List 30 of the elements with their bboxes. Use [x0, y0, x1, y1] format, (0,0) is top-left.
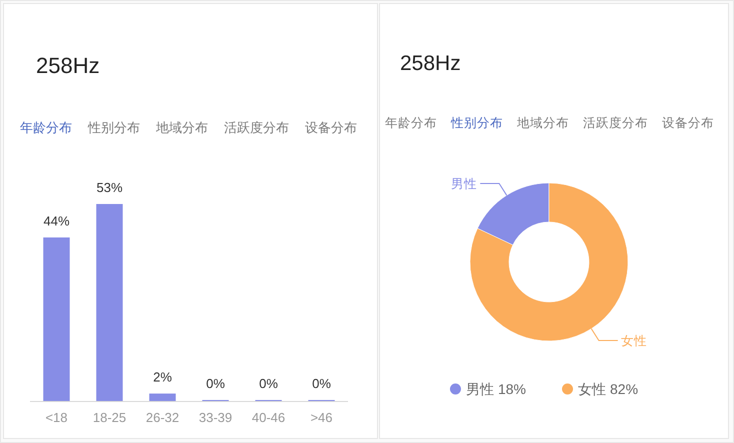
- slice-label: 女性: [620, 334, 647, 348]
- legend-value: 18%: [498, 381, 526, 397]
- data-label: 0%: [312, 376, 331, 391]
- tab-label: 性别分布: [451, 116, 503, 130]
- tab-label: 年龄分布: [20, 120, 72, 135]
- x-tick-label: 18-25: [92, 410, 126, 425]
- tab-label: 年龄分布: [385, 116, 437, 130]
- legend-value: 82%: [610, 381, 638, 397]
- data-label: 44%: [43, 213, 70, 228]
- data-label: 53%: [96, 180, 123, 195]
- tab-label: 活跃度分布: [583, 116, 648, 130]
- tab-label: 设备分布: [662, 116, 714, 130]
- data-label: 0%: [259, 376, 278, 391]
- x-tick-label: 33-39: [198, 410, 232, 425]
- data-label: 2%: [153, 370, 172, 385]
- tab-label: 性别分布: [88, 120, 140, 135]
- chart-title: 258Hz: [36, 53, 100, 78]
- x-tick-label: <18: [45, 410, 68, 425]
- tab-label: 设备分布: [305, 120, 357, 135]
- x-tick-label: >46: [310, 410, 333, 425]
- x-tick-label: 40-46: [252, 410, 286, 425]
- tab-label: 地域分布: [156, 120, 208, 135]
- chart-title: 258Hz: [400, 52, 461, 75]
- legend-label: 女性: [578, 381, 606, 397]
- tab-label: 地域分布: [517, 116, 569, 130]
- x-tick-label: 26-32: [146, 410, 180, 425]
- tab-label: 活跃度分布: [224, 120, 289, 135]
- data-label: 0%: [206, 376, 225, 391]
- slice-label: 男性: [451, 176, 478, 191]
- legend-label: 男性: [466, 381, 494, 397]
